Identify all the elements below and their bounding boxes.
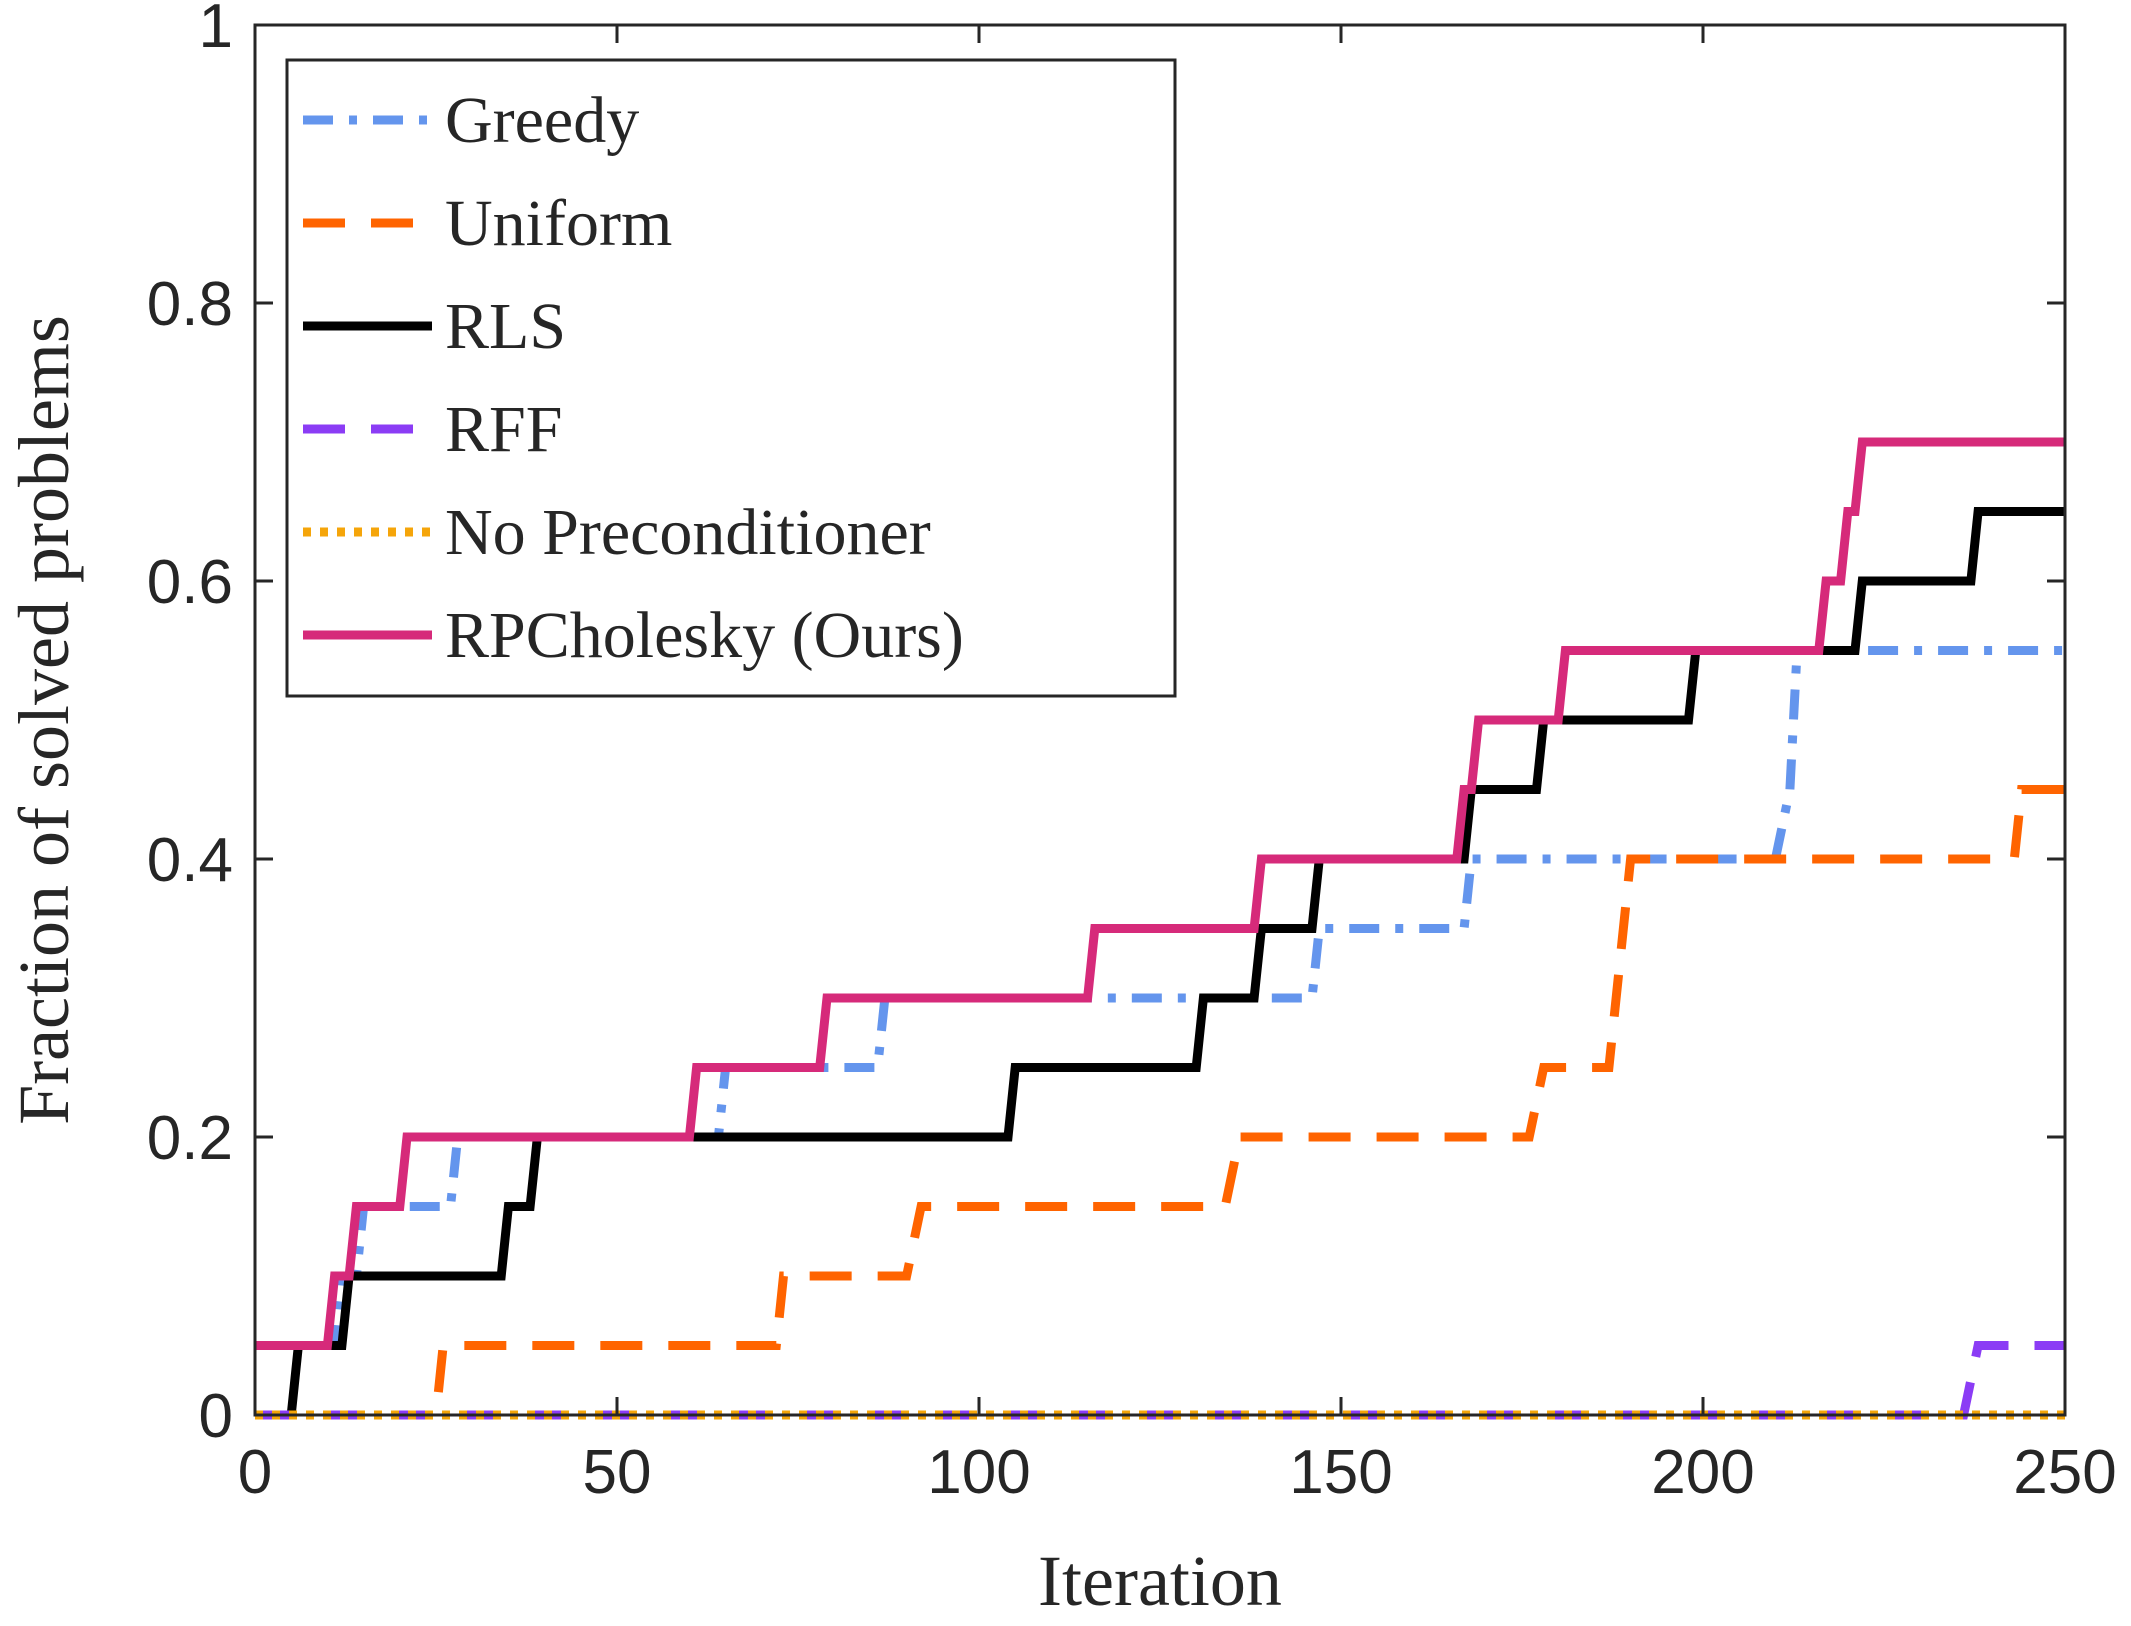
series-line-rpcholesky-ours bbox=[255, 437, 2065, 1350]
x-tick-label: 0 bbox=[238, 1438, 272, 1507]
x-tick-label: 100 bbox=[927, 1438, 1030, 1507]
y-tick-label: 0.4 bbox=[147, 826, 233, 895]
legend-label: RFF bbox=[445, 393, 562, 466]
series-line-greedy bbox=[255, 646, 2065, 1350]
x-tick-label: 250 bbox=[2013, 1438, 2116, 1507]
legend: Greedy Uniform RLS RFF No Preconditioner RPCh… bbox=[285, 58, 1177, 698]
legend-label: Greedy bbox=[445, 84, 639, 157]
y-tick-label: 1 bbox=[199, 0, 233, 61]
y-axis-title: Fraction of solved problems bbox=[4, 315, 84, 1125]
y-tick-label: 0 bbox=[199, 1382, 233, 1451]
series-line-uniform bbox=[255, 785, 2065, 1420]
x-axis-title: Iteration bbox=[1038, 1541, 1282, 1621]
legend-label: RLS bbox=[445, 290, 566, 363]
y-tick-label: 0.6 bbox=[147, 548, 233, 617]
legend-box bbox=[285, 58, 1177, 698]
ticks-layer: 0 50 100 150 200 250 0 0.2 0.4 0.6 0.8 1 bbox=[147, 0, 2117, 1507]
y-tick-label: 0.2 bbox=[147, 1104, 233, 1173]
legend-label: Uniform bbox=[445, 187, 672, 260]
axes-box bbox=[253, 23, 2067, 1417]
x-tick-label: 50 bbox=[583, 1438, 652, 1507]
legend-label: RPCholesky (Ours) bbox=[445, 599, 964, 672]
x-tick-label: 150 bbox=[1289, 1438, 1392, 1507]
y-tick-label: 0.8 bbox=[147, 270, 233, 339]
x-tick-label: 200 bbox=[1651, 1438, 1754, 1507]
legend-label: No Preconditioner bbox=[445, 496, 931, 569]
series-line-rff bbox=[255, 1341, 2065, 1420]
